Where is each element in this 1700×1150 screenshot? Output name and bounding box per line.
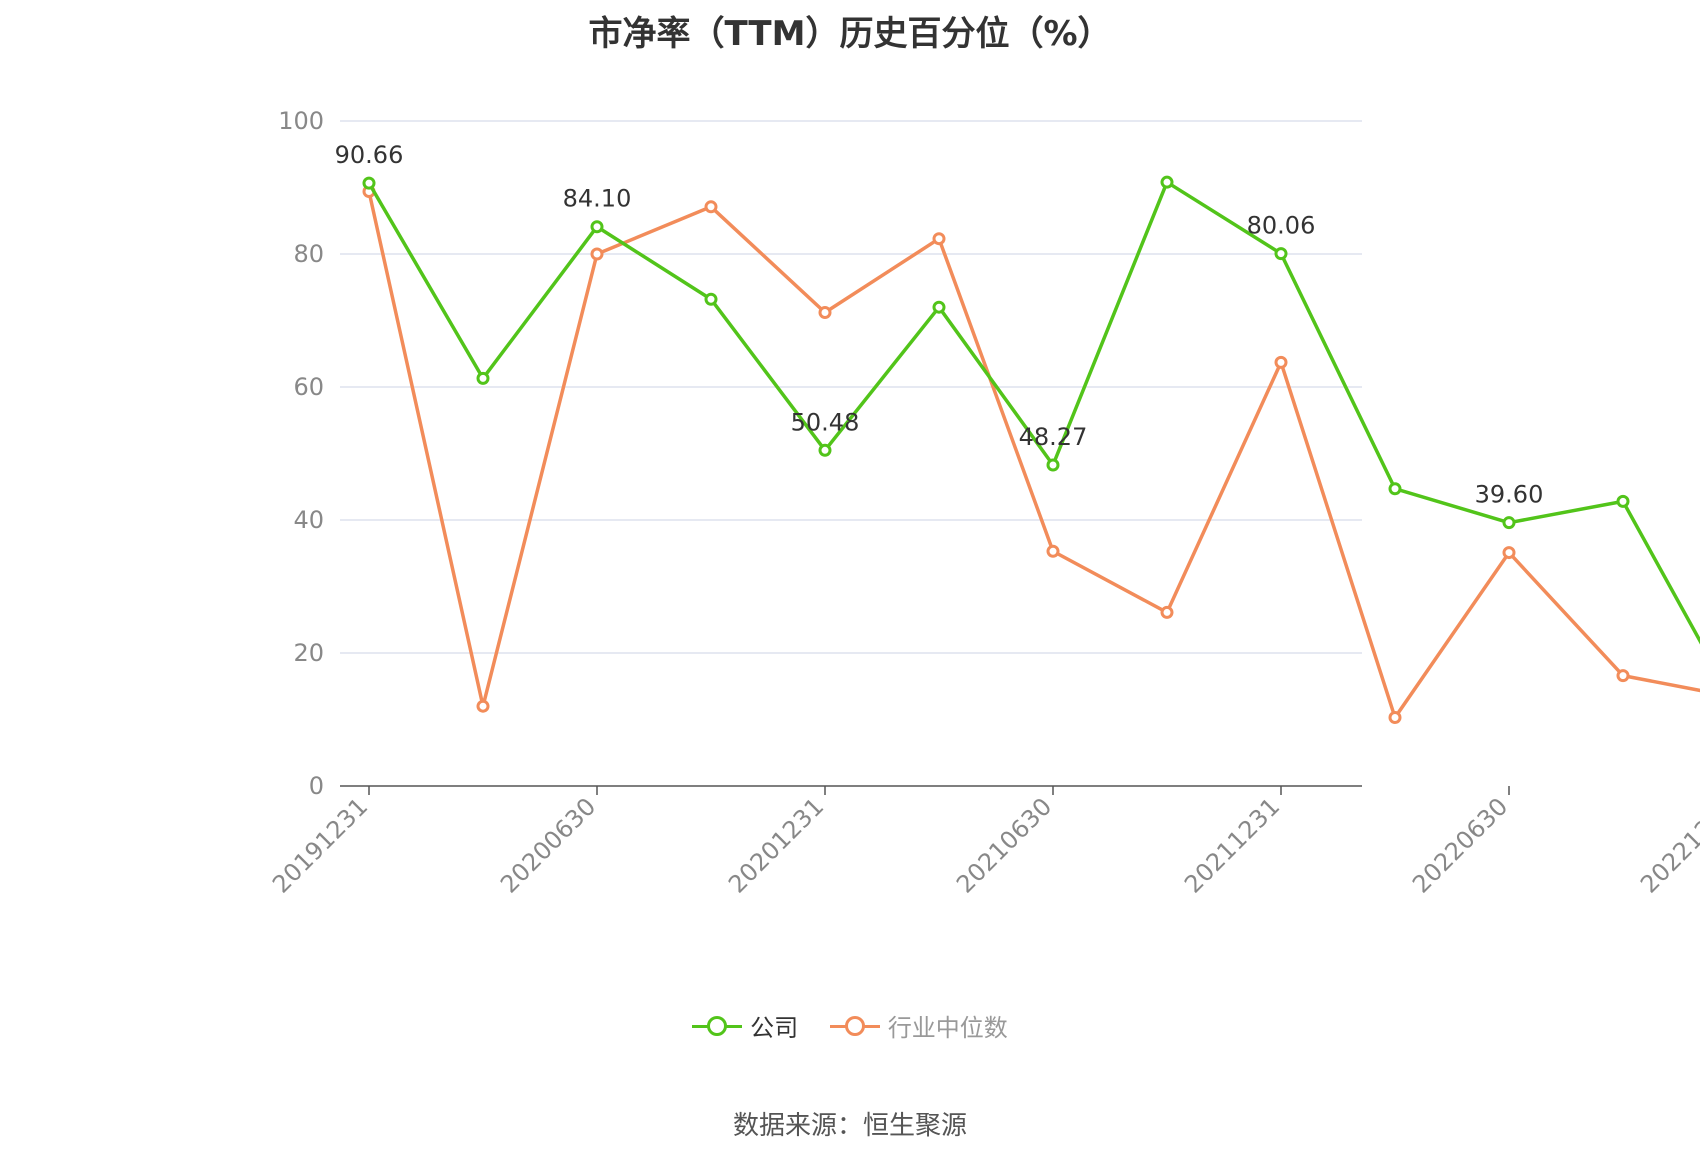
legend: 公司 行业中位数 [0, 1008, 1700, 1044]
data-label: 90.66 [335, 141, 404, 169]
data-point-company [476, 371, 490, 385]
data-point-industry-median [704, 200, 718, 214]
legend-company-label: 公司 [750, 1014, 799, 1042]
series-line-company [367, 180, 1700, 645]
data-point-industry-median [932, 232, 946, 246]
y-tick-label: 80 [293, 240, 324, 268]
x-tick-label: 20210630 [951, 792, 1057, 898]
data-label: 39.60 [1475, 481, 1544, 509]
x-tick-label: 20191231 [267, 792, 373, 898]
y-tick-label: 0 [309, 772, 324, 800]
legend-item-industry-median[interactable]: 行业中位数 [829, 1008, 1008, 1043]
legend-company-icon [692, 1014, 743, 1038]
data-point-industry-median [1274, 355, 1288, 369]
data-point-company [1046, 458, 1060, 472]
data-point-company [1388, 482, 1402, 496]
data-point-industry-median [476, 699, 490, 713]
y-tick-label: 100 [278, 107, 324, 135]
y-tick-label: 60 [293, 373, 324, 401]
data-source-note: 数据来源：恒生聚源 [732, 1111, 967, 1141]
data-point-company [1502, 516, 1516, 530]
data-point-company [1616, 494, 1630, 508]
legend-industry-median-icon [829, 1014, 880, 1038]
chart-title: 市净率（TTM）历史百分位（%） [588, 14, 1112, 54]
data-label: 50.48 [791, 408, 860, 436]
x-tick-label: 20221231 [1635, 792, 1700, 898]
grid-lines [340, 120, 1362, 654]
legend-item-company[interactable]: 公司 [692, 1008, 798, 1043]
series-line-industry-median [367, 191, 1700, 720]
data-point-company [704, 292, 718, 306]
x-tick-label: 20200630 [495, 792, 601, 898]
data-point-company [590, 220, 604, 234]
data-point-company [1274, 247, 1288, 261]
data-point-industry-median [818, 306, 832, 320]
data-point-company [1160, 175, 1174, 189]
y-tick-label: 40 [293, 506, 324, 534]
data-point-industry-median [590, 247, 604, 261]
x-tick-label: 20211231 [1179, 792, 1285, 898]
x-tick-label: 20201231 [723, 792, 829, 898]
line-chart: 0 20 40 60 80 100 20191231 20200630 20201231 2021… [267, 107, 1700, 899]
data-point-industry-median [1046, 544, 1060, 558]
data-label: 48.27 [1019, 423, 1088, 451]
data-point-industry-median [1160, 605, 1174, 619]
legend-industry-median-label: 行业中位数 [887, 1014, 1008, 1042]
data-label: 80.06 [1247, 212, 1316, 240]
data-point-company [818, 443, 832, 457]
series-lines [362, 175, 1700, 725]
data-point-company [362, 176, 376, 190]
data-point-industry-median [1388, 711, 1402, 725]
x-tick-label: 20220630 [1407, 792, 1513, 898]
data-point-industry-median [1502, 546, 1516, 560]
data-point-industry-median [1616, 669, 1630, 683]
data-label: 84.10 [563, 185, 632, 213]
y-tick-label: 20 [293, 639, 324, 667]
data-labels: 90.6684.1050.4848.2780.0639.6011.7510.89… [335, 141, 1544, 509]
data-point-company [932, 300, 946, 314]
